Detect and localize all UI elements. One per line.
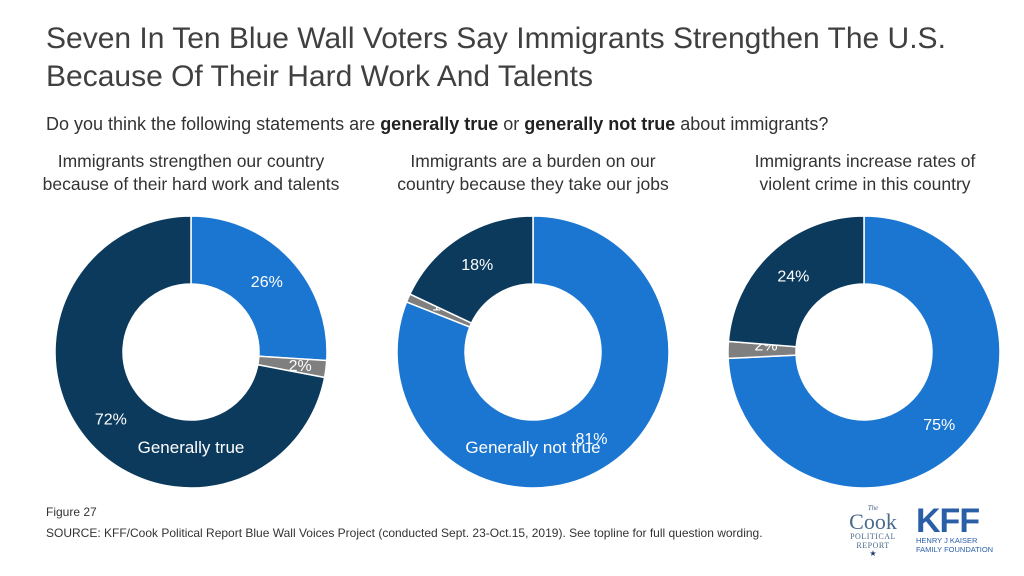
chart-2-title-line-2: country because they take our jobs — [397, 174, 669, 194]
subtitle-bold-true: generally true — [380, 114, 499, 134]
chart-3-title: Immigrants increase rates of violent cri… — [695, 150, 1024, 196]
kff-logo-sub-1: HENRY J KAISER — [916, 536, 978, 545]
chart-1-slice-generally-not-true — [190, 215, 328, 362]
kff-logo: KFF HENRY J KAISER FAMILY FOUNDATION — [916, 502, 996, 554]
chart-1-ring-label: Generally true — [138, 438, 245, 457]
chart-3-slice-generally-not-true — [727, 215, 1001, 489]
chart-1-data-label-1: 26% — [251, 274, 283, 291]
chart-1-data-label-3: 72% — [95, 411, 127, 428]
chart-3-data-label-3: 24% — [777, 269, 809, 286]
chart-3-title-line-1: Immigrants increase rates of — [754, 151, 976, 171]
chart-1-title-line-1: Immigrants strengthen our country — [57, 151, 325, 171]
chart-1-data-label-2: 2% — [289, 358, 312, 375]
chart-2-title: Immigrants are a burden on our country b… — [363, 150, 703, 196]
chart-2-ring-label: Generally not true — [465, 438, 600, 457]
subtitle-middle: or — [498, 114, 525, 134]
question-subtitle: Do you think the following statements ar… — [46, 113, 1006, 135]
figure-label: Figure 27 — [46, 505, 97, 519]
cook-logo-sub-1: POLITICAL — [850, 532, 896, 541]
chart-1-title: Immigrants strengthen our country becaus… — [21, 150, 361, 196]
subtitle-suffix: about immigrants? — [675, 114, 829, 134]
cook-logo-sub-2: REPORT — [856, 541, 890, 550]
cook-logo-the: The — [867, 504, 879, 512]
donut-chart-3: 75%2%24% — [727, 215, 1001, 489]
subtitle-bold-not-true: generally not true — [524, 114, 676, 134]
chart-2-data-label-3: 18% — [461, 257, 493, 274]
page-title: Seven In Ten Blue Wall Voters Say Immigr… — [46, 22, 946, 93]
chart-3-slice-generally-true — [727, 215, 865, 348]
chart-2-data-label-1: 81% — [575, 431, 607, 448]
chart-2-slice-generally-not-true — [396, 215, 670, 489]
star-icon: ★ — [869, 549, 877, 558]
kff-logo-mark: KFF — [916, 502, 980, 540]
subtitle-prefix: Do you think the following statements ar… — [46, 114, 381, 134]
chart-2-title-line-1: Immigrants are a burden on our — [410, 151, 656, 171]
chart-1-title-line-2: because of their hard work and talents — [42, 174, 340, 194]
source-note: SOURCE: KFF/Cook Political Report Blue W… — [46, 526, 763, 540]
chart-1-slice-generally-true — [54, 215, 326, 489]
donut-chart-1: 26% 2% 72% Generally true — [54, 215, 328, 489]
chart-2-slice-generally-true — [408, 215, 534, 325]
chart-3-data-label-1: 75% — [923, 417, 955, 434]
kff-logo-sub-2: FAMILY FOUNDATION — [916, 545, 994, 554]
chart-3-title-line-2: violent crime in this country — [759, 174, 971, 194]
cook-political-report-logo: The Cook POLITICAL REPORT ★ — [838, 505, 908, 558]
cook-logo-name: Cook — [849, 509, 897, 534]
donut-chart-2: 81%1%18%Generally not true — [396, 215, 670, 489]
